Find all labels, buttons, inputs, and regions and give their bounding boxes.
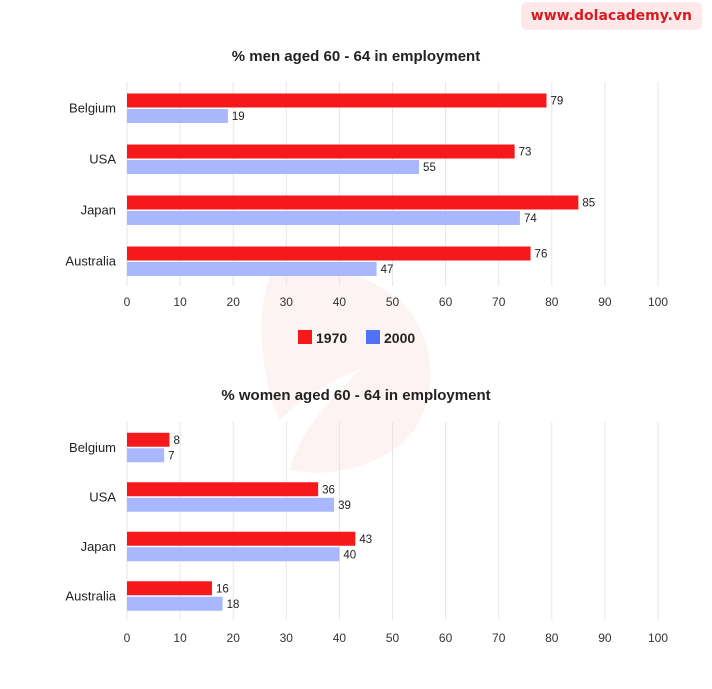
- bar-1970-japan: [127, 531, 356, 546]
- data-label: 19: [232, 111, 245, 123]
- men-employment-chart: % men aged 60 - 64 in employment 0 10 20 30 4…: [65, 48, 668, 309]
- bar-1970-usa: [127, 482, 319, 497]
- x-tick-label: 60: [439, 295, 453, 309]
- x-tick-label: 50: [386, 631, 400, 645]
- data-label: 7: [168, 450, 174, 462]
- data-label: 39: [338, 500, 351, 512]
- legend-swatch-1970: [298, 330, 312, 344]
- x-tick-label: 70: [492, 631, 506, 645]
- legend-swatch-2000: [366, 330, 380, 344]
- x-tick-label: 40: [333, 295, 347, 309]
- x-tick-label: 0: [124, 295, 131, 309]
- bar-2000-usa: [127, 497, 335, 512]
- x-tick-label: 10: [173, 631, 187, 645]
- bar-1970-japan: [127, 195, 579, 210]
- x-tick-label: 90: [598, 631, 612, 645]
- data-label: 36: [322, 484, 335, 496]
- background-logo-shape: [261, 261, 431, 473]
- x-tick-label: 10: [173, 295, 187, 309]
- x-tick-label: 0: [124, 631, 131, 645]
- bar-1970-belgium: [127, 93, 547, 108]
- watermark-logo: www.dolacademy.vn: [520, 2, 702, 30]
- category-label: Japan: [81, 203, 116, 218]
- category-label: Japan: [81, 539, 116, 554]
- data-label: 74: [524, 213, 537, 225]
- x-tick-label: 20: [227, 631, 241, 645]
- x-tick-label: 80: [545, 295, 559, 309]
- x-tick-label: 70: [492, 295, 506, 309]
- data-label: 18: [227, 599, 240, 611]
- bar-1970-australia: [127, 581, 212, 596]
- legend-label-2000: 2000: [384, 330, 415, 346]
- category-label: Australia: [65, 588, 116, 603]
- bar-2000-belgium: [127, 109, 228, 123]
- x-tick-label: 100: [648, 295, 668, 309]
- data-label: 43: [359, 534, 372, 546]
- data-label: 85: [582, 198, 595, 210]
- bar-2000-australia: [127, 596, 223, 611]
- x-tick-label: 20: [227, 295, 241, 309]
- data-label: 55: [423, 162, 436, 174]
- bar-2000-usa: [127, 160, 420, 174]
- bar-2000-japan: [127, 547, 340, 562]
- category-label: Australia: [65, 254, 116, 269]
- category-label: USA: [89, 152, 116, 167]
- x-tick-label: 40: [333, 631, 347, 645]
- women-employment-chart: % women aged 60 - 64 in employment 0 10 20 3…: [65, 387, 668, 645]
- x-tick-label: 90: [598, 295, 612, 309]
- data-label: 47: [381, 264, 394, 276]
- x-tick-label: 60: [439, 631, 453, 645]
- x-tick-label: 50: [386, 295, 400, 309]
- category-label: Belgium: [69, 440, 116, 455]
- x-tick-label: 30: [280, 631, 294, 645]
- chart-title: % women aged 60 - 64 in employment: [221, 387, 490, 404]
- bar-1970-usa: [127, 144, 515, 159]
- bar-1970-australia: [127, 246, 531, 261]
- data-label: 16: [216, 583, 229, 595]
- x-tick-label: 100: [648, 631, 668, 645]
- data-label: 8: [173, 435, 179, 447]
- data-label: 79: [550, 96, 563, 108]
- data-label: 40: [343, 549, 356, 561]
- data-label: 73: [519, 147, 532, 159]
- category-label: USA: [89, 489, 116, 504]
- bar-2000-australia: [127, 262, 377, 276]
- chart-title: % men aged 60 - 64 in employment: [232, 48, 480, 65]
- legend: 1970 2000: [298, 330, 415, 346]
- x-tick-label: 30: [280, 295, 294, 309]
- x-tick-label: 80: [545, 631, 559, 645]
- category-label: Belgium: [69, 101, 116, 116]
- bar-2000-japan: [127, 211, 520, 225]
- data-label: 76: [535, 249, 548, 261]
- legend-label-1970: 1970: [316, 330, 347, 346]
- bar-2000-belgium: [127, 448, 165, 463]
- bar-1970-belgium: [127, 432, 170, 447]
